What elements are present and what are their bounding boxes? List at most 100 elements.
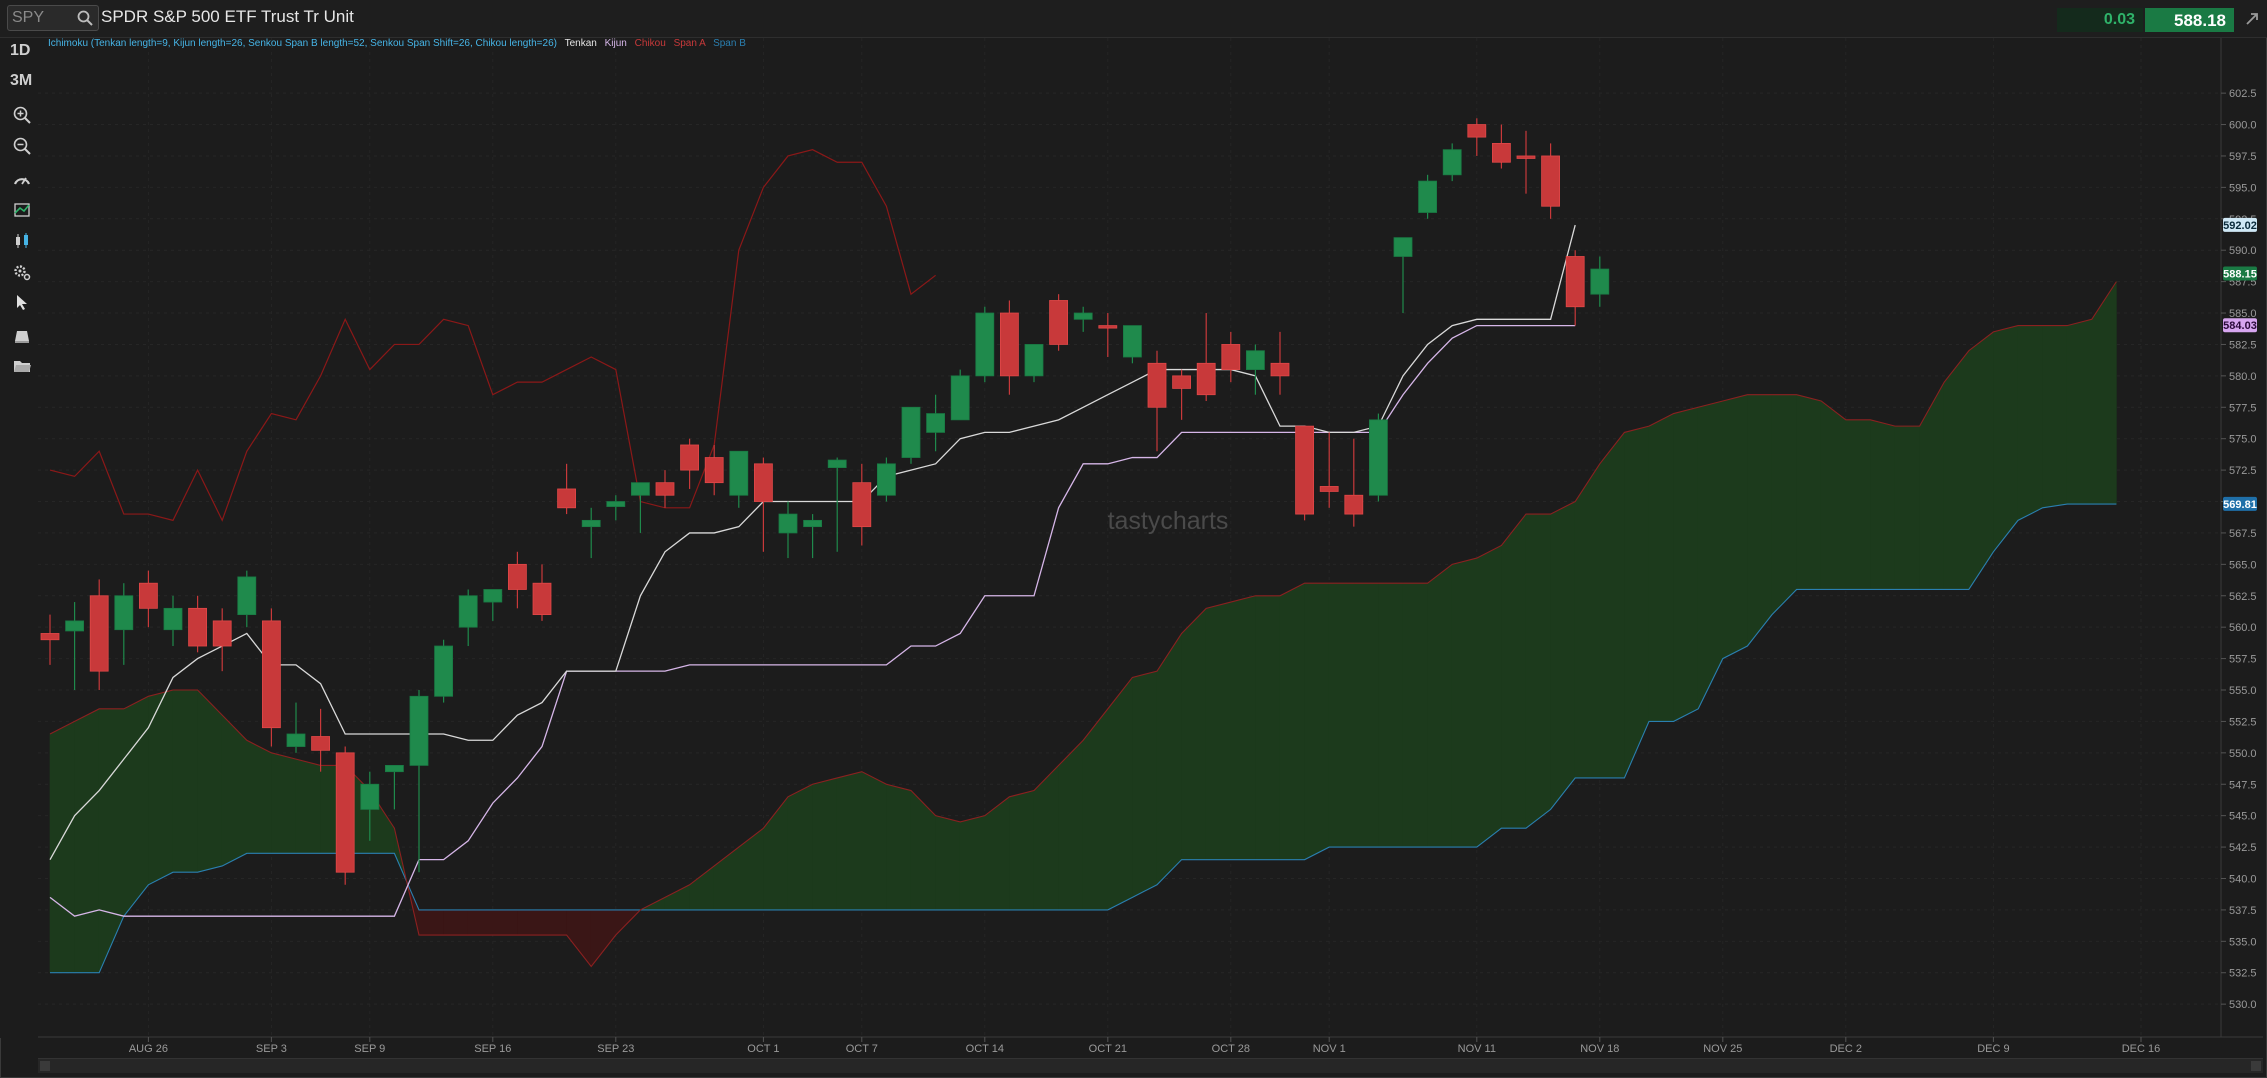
chikou-line bbox=[49, 149, 936, 522]
candle bbox=[1418, 174, 1437, 219]
candle-body bbox=[581, 519, 601, 528]
candle bbox=[704, 444, 724, 496]
search-icon[interactable] bbox=[76, 9, 94, 27]
candle bbox=[1172, 369, 1191, 420]
cloud-segment bbox=[1943, 349, 1970, 590]
candle-body bbox=[384, 765, 404, 773]
candle-body bbox=[1369, 419, 1388, 496]
candle-body bbox=[975, 312, 995, 377]
candle bbox=[507, 551, 527, 609]
candle bbox=[1196, 313, 1216, 401]
ichimoku-cloud bbox=[49, 280, 2117, 974]
timeframe-1d-button[interactable]: 1D bbox=[10, 42, 31, 59]
y-tick-label: 575.0 bbox=[2229, 434, 2257, 446]
speedometer-icon[interactable] bbox=[12, 170, 32, 190]
span-b-tag-bg bbox=[2223, 496, 2257, 511]
scroll-left-icon[interactable] bbox=[40, 1061, 50, 1071]
cloud-segment bbox=[1009, 790, 1035, 911]
candle-body bbox=[1418, 180, 1437, 213]
symbol-input[interactable] bbox=[12, 8, 72, 28]
candle bbox=[1467, 118, 1487, 156]
cloud-segment bbox=[2017, 325, 2043, 521]
header-bar: SPDR S&P 500 ETF Trust Tr Unit 0.03 588.… bbox=[0, 0, 2267, 38]
cloud-segment bbox=[1205, 601, 1232, 860]
cloud-segment bbox=[1402, 582, 1428, 848]
scroll-right-icon[interactable] bbox=[2251, 1061, 2261, 1071]
cloud-segment bbox=[1599, 431, 1625, 779]
cloud-segment bbox=[1255, 595, 1281, 860]
candle-body bbox=[335, 752, 355, 873]
y-tick-label: 557.5 bbox=[2229, 654, 2257, 666]
settings-icon[interactable] bbox=[12, 262, 32, 282]
price-change: 0.03 bbox=[2057, 8, 2143, 32]
candle bbox=[1590, 256, 1610, 307]
candle bbox=[212, 608, 232, 672]
price-tags: 592.02 588.15 584.03 569.81 bbox=[2223, 217, 2257, 511]
candle-body bbox=[1295, 425, 1314, 515]
cloud-segment bbox=[443, 909, 469, 936]
candle bbox=[237, 570, 257, 628]
candle bbox=[139, 570, 158, 628]
tenkan-tag: 592.02 bbox=[2223, 217, 2257, 232]
y-tick-label: 540.0 bbox=[2229, 873, 2257, 885]
candle-body bbox=[89, 595, 109, 672]
cloud-segment bbox=[295, 758, 321, 854]
drawings-icon[interactable] bbox=[12, 326, 32, 346]
candle bbox=[1123, 325, 1142, 364]
candle-body bbox=[483, 589, 503, 603]
zoom-in-icon[interactable] bbox=[12, 105, 32, 125]
folder-icon[interactable] bbox=[12, 356, 32, 376]
cloud-segment bbox=[1328, 582, 1355, 848]
candle bbox=[1270, 331, 1290, 395]
y-tick-label: 582.5 bbox=[2229, 339, 2257, 351]
candle bbox=[901, 406, 921, 464]
cloud-segment bbox=[123, 695, 149, 918]
candle-body bbox=[1024, 344, 1044, 377]
kijun-tag-bg bbox=[2223, 318, 2257, 333]
candle bbox=[1516, 130, 1536, 194]
cloud-segment bbox=[517, 909, 543, 936]
candle bbox=[1295, 425, 1314, 521]
span-b-tag: 569.81 bbox=[2223, 496, 2257, 511]
candle bbox=[803, 514, 822, 559]
cloud-segment bbox=[2042, 325, 2068, 509]
candle bbox=[311, 708, 331, 772]
y-tick-label: 535.0 bbox=[2229, 936, 2257, 948]
candle-body bbox=[1467, 124, 1487, 138]
cloud-segment bbox=[271, 752, 297, 854]
candle-body bbox=[286, 733, 306, 747]
symbol-search-box[interactable] bbox=[7, 5, 99, 31]
candle-body bbox=[1492, 142, 1511, 163]
candle-body bbox=[557, 488, 576, 509]
y-tick-label: 530.0 bbox=[2229, 999, 2257, 1011]
timeframe-3m-button[interactable]: 3M bbox=[10, 72, 33, 89]
price-chart[interactable]: tastycharts 602.5600.0597.5595.0592.5590… bbox=[38, 38, 2263, 1058]
candle bbox=[409, 690, 429, 873]
horizontal-scrollbar[interactable] bbox=[38, 1058, 2263, 1073]
candle-body bbox=[631, 482, 650, 496]
candle-body bbox=[1049, 300, 1068, 345]
candle-body bbox=[1270, 362, 1290, 377]
left-toolbar: 1D 3M bbox=[0, 38, 39, 1038]
cloud-segment bbox=[246, 739, 272, 854]
cloud-segment bbox=[1132, 670, 1158, 898]
expand-icon[interactable] bbox=[2243, 10, 2261, 28]
candle bbox=[1369, 413, 1388, 502]
cursor-icon[interactable] bbox=[12, 292, 32, 312]
cloud-segment bbox=[418, 909, 444, 936]
y-tick-label: 537.5 bbox=[2229, 905, 2257, 917]
candle bbox=[384, 765, 404, 810]
candlesticks bbox=[40, 118, 1610, 885]
candle-body bbox=[606, 501, 626, 507]
candle bbox=[680, 438, 699, 489]
studies-icon[interactable] bbox=[12, 200, 32, 220]
time-axis[interactable]: AUG 26 SEP 3 SEP 9 SEP 16 SEP 23 OCT 1 OCT 7 OC… bbox=[129, 1037, 2160, 1055]
y-tick-label: 542.5 bbox=[2229, 842, 2257, 854]
candle-body bbox=[778, 513, 798, 534]
cloud-segment bbox=[74, 708, 100, 974]
chart-style-icon[interactable] bbox=[12, 231, 32, 251]
zoom-out-icon[interactable] bbox=[12, 136, 32, 156]
last-price: 588.18 bbox=[2145, 8, 2234, 32]
cloud-segment bbox=[221, 714, 248, 867]
candle-body bbox=[803, 519, 822, 528]
